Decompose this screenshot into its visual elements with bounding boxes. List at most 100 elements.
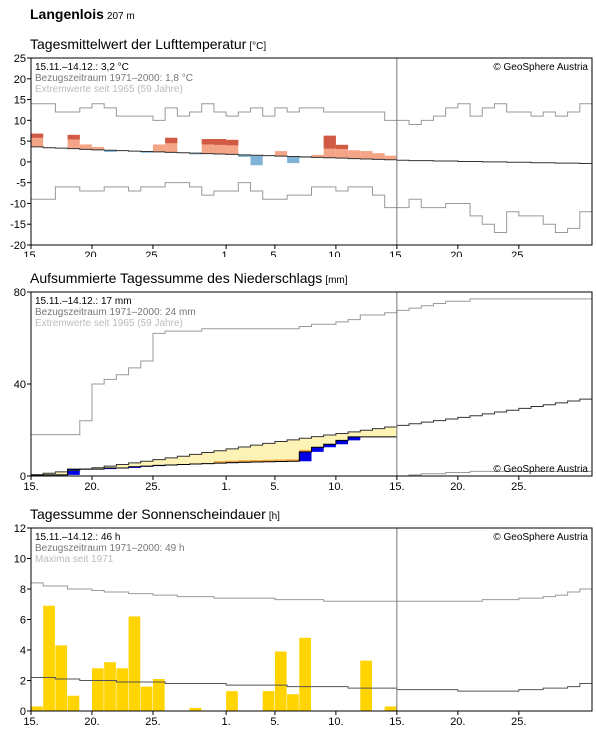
sun-reference-line [31, 676, 592, 692]
temp-min-extreme-line [31, 182, 592, 234]
precip-daily-bar [104, 467, 117, 470]
precip-daily-bar [348, 436, 361, 441]
temp-x-tick-label: 25. [511, 250, 526, 257]
precip-y-tick-label: 80 [14, 287, 26, 299]
precip-copyright: © GeoSphere Austria [493, 464, 588, 475]
temp-cold-bar [140, 151, 153, 153]
precip-band-edge [299, 449, 312, 452]
precip-daily-bar [323, 444, 336, 448]
precip-daily-bar [31, 474, 44, 476]
precip-y-tick-label: 0 [20, 471, 26, 483]
sunshine-title: Tagessumme der Sonnenscheindauer [30, 506, 266, 522]
precip-deficit-area [238, 447, 251, 463]
temp-x-tick-label: 15. [23, 250, 38, 257]
temp-y-tick-label: 10 [14, 115, 26, 127]
temp-warm-bar [79, 144, 92, 150]
sun-x-tick-label: 1. [222, 716, 231, 726]
sun-daily-bar [140, 686, 153, 711]
precip-deficit-area [335, 433, 349, 441]
precip-band-edge [274, 459, 288, 462]
sunshine-panel-title: Tagessumme der Sonnenscheindauer [h] [30, 506, 280, 522]
temp-y-tick-label: -15 [10, 219, 26, 231]
sun-copyright: © GeoSphere Austria [493, 532, 588, 543]
station-elevation: 207 m [106, 11, 135, 22]
precip-x-tick-label: 25. [511, 481, 526, 493]
precip-deficit-area [274, 441, 288, 462]
temp-y-tick-label: 5 [20, 136, 26, 148]
precip-band-edge [226, 460, 239, 463]
precip-deficit-area [43, 473, 56, 475]
sun-daily-bar [299, 637, 311, 711]
sun-daily-bar [262, 691, 275, 711]
temp-max-extreme-line [31, 103, 592, 125]
sun-daily-bar [128, 616, 141, 711]
precip-deficit-area [299, 438, 312, 452]
sunshine-unit: [h] [268, 511, 280, 522]
temp-x-tick-label: 10. [328, 250, 343, 257]
temp-warm-extreme-bar [67, 134, 80, 140]
precip-deficit-area [311, 436, 324, 448]
temp-legend-line: 15.11.–14.12.: 3,2 °C [35, 62, 129, 73]
temp-y-tick-label: -5 [16, 178, 26, 190]
temp-warm-extreme-bar [165, 137, 178, 144]
sun-x-tick-label: 5. [270, 716, 279, 726]
precip-deficit-area [226, 448, 239, 463]
sun-y-tick-label: 6 [20, 615, 26, 627]
sun-y-tick-label: 2 [20, 676, 26, 688]
precip-legend-line: 15.11.–14.12.: 17 mm [35, 296, 132, 307]
precip-x-tick-label: 20. [450, 481, 465, 493]
temp-warm-bar [91, 146, 105, 150]
station-name: Langenlois [30, 6, 104, 22]
precipitation-unit: [mm] [325, 275, 348, 286]
precip-deficit-area [323, 435, 337, 445]
precip-deficit-area [165, 457, 178, 465]
precip-band-edge [250, 459, 264, 462]
precip-deficit-area [189, 454, 203, 465]
precip-deficit-area [250, 445, 264, 462]
sun-daily-bar [152, 678, 165, 711]
sun-y-tick-label: 0 [20, 706, 26, 718]
sun-daily-bar [104, 662, 116, 711]
temp-reference-line [31, 146, 592, 165]
temp-x-tick-label: 15. [389, 250, 404, 257]
precip-deficit-area [201, 452, 215, 464]
sun-legend-line: Bezugszeitraum 1971–2000: 49 h [35, 543, 185, 554]
sun-daily-bar [287, 694, 299, 711]
temp-warm-bar [360, 151, 373, 159]
precip-daily-bar [299, 451, 312, 462]
precip-deficit-area [140, 461, 154, 467]
temp-warm-extreme-bar [335, 144, 349, 150]
precip-reference-line [31, 398, 592, 476]
precip-deficit-area [262, 443, 276, 462]
temp-cold-bar [287, 156, 300, 164]
sun-y-tick-label: 10 [14, 554, 26, 566]
temp-plot-area [31, 58, 592, 245]
temperature-unit: [°C] [249, 41, 267, 52]
temp-x-tick-label: 5. [270, 250, 279, 257]
precip-x-tick-label: 15. [389, 481, 404, 493]
sun-maxima-line [31, 582, 592, 602]
temp-legend-line: Extremwerte seit 1965 (59 Jahre) [35, 84, 183, 95]
temp-warm-bar [274, 151, 288, 157]
sun-daily-bar [91, 668, 104, 711]
sun-x-tick-label: 10. [328, 716, 343, 726]
precip-x-tick-label: 25. [145, 481, 160, 493]
precip-band-edge [262, 459, 276, 462]
temp-warm-bar [348, 150, 361, 159]
temp-y-tick-label: -20 [10, 240, 26, 252]
temp-cold-bar [104, 150, 117, 152]
temp-x-tick-label: 1. [222, 250, 231, 257]
precip-x-tick-label: 10. [328, 481, 343, 493]
temperature-panel-title: Tagesmittelwert der Lufttemperatur [°C] [30, 36, 266, 52]
station-header: Langenlois 207 m [30, 6, 135, 24]
sun-y-tick-label: 8 [20, 584, 26, 596]
temp-y-tick-label: 25 [14, 53, 26, 65]
precip-deficit-area [177, 456, 190, 465]
temp-y-tick-label: 0 [20, 157, 26, 169]
temp-cold-bar [238, 154, 251, 157]
temp-warm-bar [372, 153, 385, 160]
sun-daily-bar [31, 706, 43, 711]
temp-x-tick-label: 20. [450, 250, 465, 257]
